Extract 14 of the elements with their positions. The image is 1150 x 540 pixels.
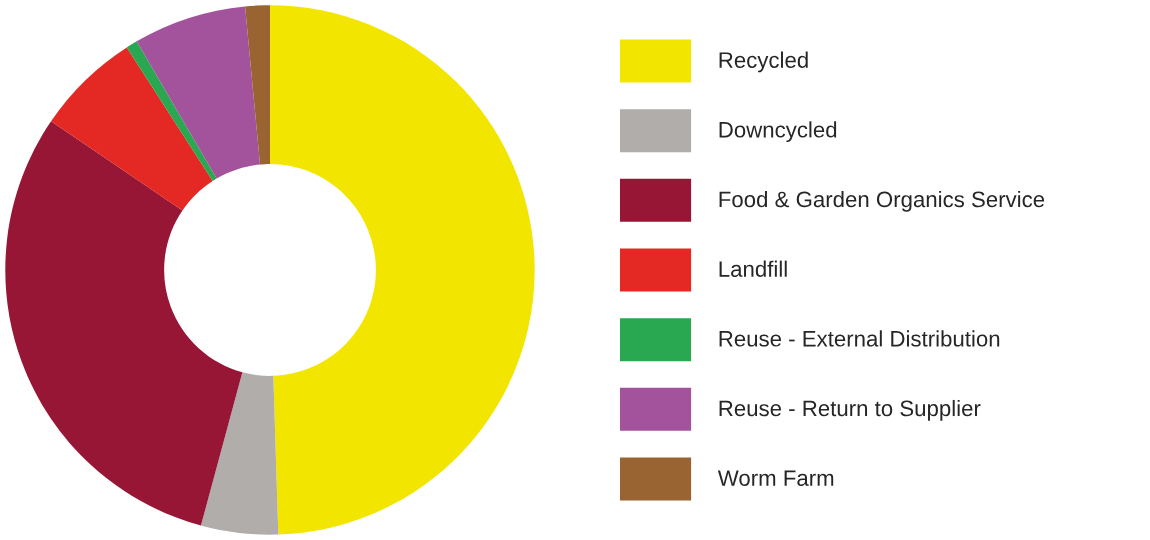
donut-slice xyxy=(200,372,279,535)
legend-label: Landfill xyxy=(719,260,787,277)
donut-slice xyxy=(270,5,535,535)
legend-label: Reuse - External Distribution xyxy=(719,330,1000,347)
donut-slice xyxy=(51,47,213,211)
donut-slice xyxy=(245,5,270,165)
legend-label: Recycled xyxy=(719,51,808,73)
legend-label: Downcycled xyxy=(719,121,837,142)
donut-slice xyxy=(126,41,217,181)
legend-label: Worm Farm xyxy=(717,470,834,486)
legend-label: Reuse - Return to Supplier xyxy=(719,399,981,421)
donut-slice xyxy=(5,121,243,526)
legend-label: Food & Garden Organics Service xyxy=(719,190,1045,212)
donut-slice xyxy=(136,6,261,179)
